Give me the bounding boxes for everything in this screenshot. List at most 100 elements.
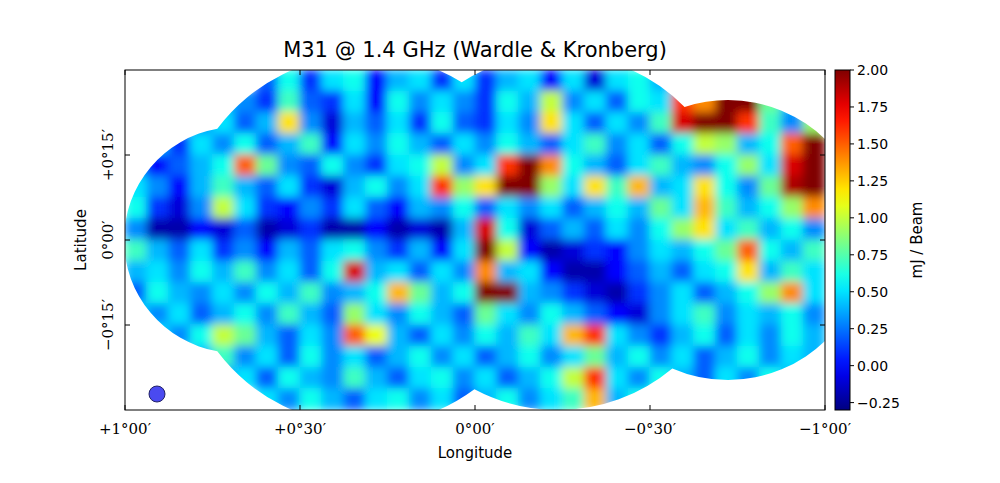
heat-cell: [387, 303, 410, 325]
heat-cell: [321, 261, 344, 283]
heat-cell: [234, 325, 257, 347]
heat-cell: [584, 346, 607, 368]
heat-cell: [321, 176, 344, 198]
heat-cell: [475, 240, 498, 262]
y-tick: [125, 325, 130, 326]
heat-cell: [671, 303, 694, 325]
heat-cell: [781, 261, 804, 283]
heat-cell: [650, 112, 673, 134]
heat-cell: [759, 155, 782, 177]
heat-cell: [562, 133, 585, 155]
heat-cell: [278, 282, 301, 304]
heat-cell: [278, 133, 301, 155]
heat-cell: [606, 282, 629, 304]
heat-cell: [650, 346, 673, 368]
heat-cell: [584, 176, 607, 198]
heat-cell: [256, 367, 279, 389]
heat-cell: [759, 325, 782, 347]
heat-cell: [343, 282, 366, 304]
heat-cell: [562, 91, 585, 113]
y-tick: [125, 155, 130, 156]
heat-cell: [606, 240, 629, 262]
heat-cell: [693, 282, 716, 304]
heat-cell: [234, 218, 257, 240]
heat-cell: [453, 218, 476, 240]
colorbar-tick: [850, 180, 854, 181]
heat-cell: [584, 367, 607, 389]
heat-cell: [453, 197, 476, 219]
heat-cell: [584, 70, 607, 92]
heat-cell: [343, 70, 366, 92]
heat-cell: [278, 388, 301, 410]
heat-cell: [212, 303, 235, 325]
heat-cell: [606, 112, 629, 134]
heat-cell: [562, 197, 585, 219]
heat-cell: [453, 346, 476, 368]
heat-cell: [343, 197, 366, 219]
y-tick: [820, 155, 825, 156]
heat-cell: [518, 261, 541, 283]
heat-cell: [518, 282, 541, 304]
heat-cell: [190, 176, 213, 198]
heat-cell: [409, 133, 432, 155]
heat-cell: [343, 240, 366, 262]
heat-cell: [475, 91, 498, 113]
heat-cell: [256, 176, 279, 198]
colorbar-tick: [850, 106, 854, 107]
heat-cell: [606, 325, 629, 347]
heat-cell: [650, 282, 673, 304]
heat-cell: [475, 218, 498, 240]
heat-cell: [496, 176, 519, 198]
heat-cell: [715, 197, 738, 219]
heat-cell: [234, 282, 257, 304]
heat-cell: [453, 261, 476, 283]
heat-cell: [628, 367, 651, 389]
heat-cell: [803, 240, 825, 262]
heat-cell: [321, 70, 344, 92]
heat-cell: [628, 346, 651, 368]
heat-cell: [693, 91, 716, 113]
heat-cell: [650, 197, 673, 219]
heat-cell: [234, 303, 257, 325]
x-tick: [650, 405, 651, 410]
heat-cell: [321, 133, 344, 155]
heat-cell: [278, 176, 301, 198]
heat-cell: [693, 197, 716, 219]
heat-cell: [715, 176, 738, 198]
heat-cell: [431, 176, 454, 198]
heat-cell: [781, 325, 804, 347]
heat-cell: [650, 133, 673, 155]
heat-cell: [387, 325, 410, 347]
x-tick: [125, 70, 126, 75]
heat-cell: [431, 346, 454, 368]
heat-cell: [606, 261, 629, 283]
heat-cell: [212, 325, 235, 347]
heat-cell: [146, 325, 169, 347]
heat-cell: [146, 176, 169, 198]
heat-cell: [168, 197, 191, 219]
heat-cell: [737, 91, 760, 113]
heat-cell: [278, 346, 301, 368]
heat-cell: [365, 388, 388, 410]
heat-cell: [693, 155, 716, 177]
heat-cell: [693, 303, 716, 325]
heat-cell: [168, 325, 191, 347]
heat-cell: [671, 91, 694, 113]
heat-cell: [256, 91, 279, 113]
heat-cell: [518, 218, 541, 240]
heat-cell: [212, 197, 235, 219]
heat-cell: [759, 367, 782, 389]
heat-cell: [256, 388, 279, 410]
heat-cell: [518, 176, 541, 198]
heat-cell: [256, 218, 279, 240]
heat-cell: [650, 367, 673, 389]
heat-cell: [606, 218, 629, 240]
heat-cell: [715, 346, 738, 368]
heat-cell: [453, 388, 476, 410]
heat-cell: [212, 112, 235, 134]
heat-cell: [453, 70, 476, 92]
heat-cell: [671, 218, 694, 240]
heat-cell: [212, 346, 235, 368]
heat-cell: [212, 155, 235, 177]
heat-cell: [562, 303, 585, 325]
